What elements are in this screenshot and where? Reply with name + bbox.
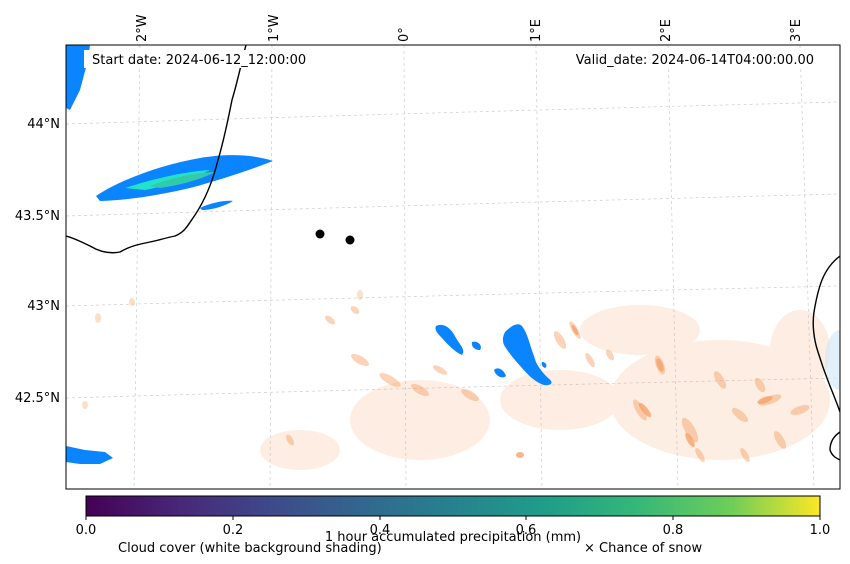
- cloud-cover-shading: [825, 330, 840, 390]
- lon-tick-label: 2°E: [659, 19, 674, 42]
- map-frame: [65, 44, 841, 490]
- lon-tick-label: 0°: [397, 27, 412, 42]
- start-date-text: Start date: 2024-06-12_12:00:00: [92, 53, 306, 68]
- gridlines: [66, 45, 840, 489]
- lat-tick-label: 42.5°N: [15, 391, 60, 406]
- lat-tick-label: 43°N: [27, 299, 60, 314]
- snow-chance-legend: × Chance of snow: [584, 541, 702, 556]
- colorbar-tick-label: 0.0: [76, 523, 97, 538]
- map-area: [66, 45, 840, 489]
- colorbar-ticks: [85, 516, 821, 520]
- coastline: [66, 45, 840, 461]
- lat-tick-label: 44°N: [27, 117, 60, 132]
- colorbar-tick-label: 0.6: [516, 523, 537, 538]
- colorbar-tick-label: 1.0: [810, 523, 831, 538]
- colorbar-title: 1 hour accumulated precipitation (mm): [325, 530, 581, 545]
- snow-chance-areas: [82, 290, 830, 470]
- colorbar-tick-label: 0.2: [223, 523, 244, 538]
- lon-tick-label: 1°E: [529, 19, 544, 42]
- location-marker: [315, 229, 325, 239]
- colorbar: [85, 495, 821, 517]
- location-marker: [345, 235, 355, 245]
- colorbar-tick-label: 0.8: [663, 523, 684, 538]
- lon-tick-label: 2°W: [135, 14, 150, 42]
- valid-date-box: [552, 50, 818, 68]
- valid-date-text: Valid_date: 2024-06-14T04:00:00.00: [576, 53, 814, 68]
- lon-tick-label: 3°E: [789, 19, 804, 42]
- colorbar-tick-label: 0.4: [370, 523, 391, 538]
- cloud-cover-legend: Cloud cover (white background shading): [118, 541, 382, 556]
- start-date-box: [84, 50, 320, 68]
- lon-tick-label: 1°W: [267, 14, 282, 42]
- lat-tick-label: 43.5°N: [15, 209, 60, 224]
